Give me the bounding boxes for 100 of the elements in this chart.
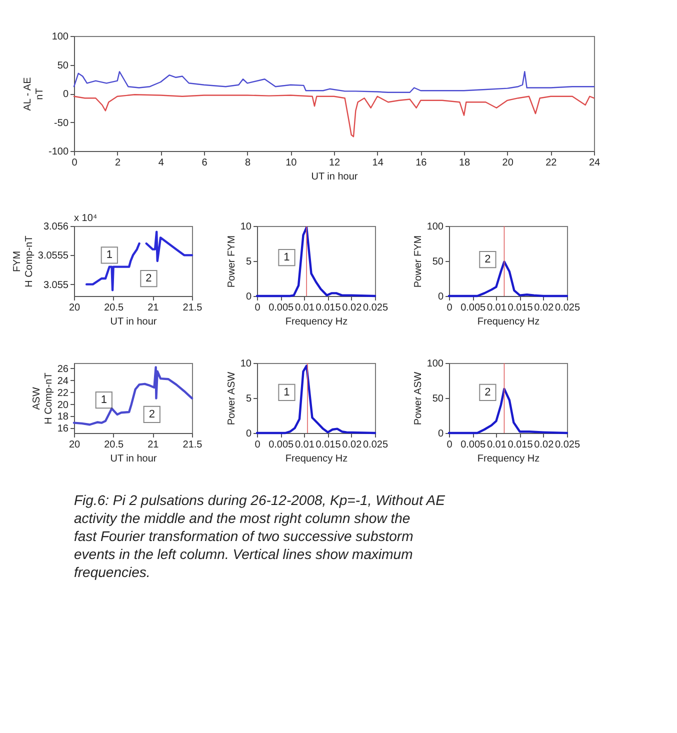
x-tick-label: 0 bbox=[446, 302, 453, 314]
x-tick-label: 0.02 bbox=[342, 440, 362, 450]
y-tick-label: 3.055 bbox=[43, 280, 69, 291]
line-series bbox=[73, 94, 595, 138]
y-tick-label: -100 bbox=[48, 146, 69, 158]
x-tick-label: 0.015 bbox=[508, 302, 534, 314]
y-tick-label: 50 bbox=[432, 256, 444, 268]
x-tick-label: 20.5 bbox=[104, 302, 124, 314]
x-axis-title: Frequency Hz bbox=[285, 454, 348, 464]
x-tick-label: 0.025 bbox=[554, 440, 580, 450]
annotation: 1 bbox=[106, 249, 112, 262]
y-tick-label: 20 bbox=[57, 400, 69, 411]
y-tick-label: 22 bbox=[57, 388, 69, 399]
x-axis-title: Frequency Hz bbox=[477, 316, 540, 328]
annotation: 1 bbox=[284, 252, 290, 264]
x-tick-label: 0.02 bbox=[534, 302, 554, 314]
x-tick-label: 21.5 bbox=[182, 440, 203, 450]
x-tick-label: 0.025 bbox=[554, 302, 580, 314]
annotation: 2 bbox=[148, 408, 155, 420]
x-tick-label: 16 bbox=[416, 158, 428, 168]
y-tick-label: 10 bbox=[240, 358, 252, 370]
annotation: 2 bbox=[484, 386, 491, 398]
x-tick-label: 0.01 bbox=[486, 440, 507, 450]
x-tick-label: 4 bbox=[158, 158, 164, 168]
x-tick-label: 0.01 bbox=[294, 302, 315, 314]
x-axis-title: UT in hour bbox=[311, 172, 358, 182]
y-axis-title: Power FYM bbox=[412, 235, 424, 288]
x-tick-label: 21.5 bbox=[182, 302, 203, 314]
x-tick-label: 20 bbox=[502, 158, 514, 168]
annotation: 2 bbox=[146, 272, 152, 284]
annotation: 1 bbox=[284, 386, 290, 398]
x-tick-label: 0.025 bbox=[362, 302, 388, 314]
x-tick-label: 21 bbox=[148, 440, 160, 450]
x-tick-label: 14 bbox=[372, 158, 384, 168]
y-tick-label: 0 bbox=[246, 428, 252, 440]
x-tick-label: 0 bbox=[446, 440, 453, 450]
y-tick-label: 5 bbox=[246, 394, 252, 404]
y-tick-label: 0 bbox=[246, 292, 252, 302]
x-tick-label: 0 bbox=[72, 158, 78, 168]
text: x 10⁴ bbox=[74, 213, 98, 224]
x-tick-label: 8 bbox=[245, 158, 252, 168]
y-tick-label: 3.0555 bbox=[38, 250, 69, 262]
x-tick-label: 20 bbox=[68, 440, 80, 450]
x-tick-label: 20 bbox=[68, 302, 80, 314]
x-tick-label: 0.015 bbox=[508, 440, 534, 450]
x-tick-label: 0.02 bbox=[342, 302, 362, 314]
x-tick-label: 0.005 bbox=[460, 440, 486, 450]
x-tick-label: 0.005 bbox=[460, 302, 486, 314]
caption: Fig.6: Pi 2 pulsations during 26-12-2008, Kp=-1, Without AE activity the middle and the most right column show the fast Fourier transformation of two successive substorm events in the left column. Vertical lines show maximum frequencies. bbox=[74, 492, 446, 580]
annotation: 2 bbox=[484, 254, 491, 266]
x-tick-label: 0.005 bbox=[268, 440, 294, 450]
y-axis-title: Power ASW bbox=[412, 371, 424, 426]
x-tick-label: 18 bbox=[458, 158, 470, 168]
x-tick-label: 0.005 bbox=[268, 302, 294, 314]
y-tick-label: 50 bbox=[432, 394, 444, 404]
line-series bbox=[256, 364, 376, 434]
y-tick-label: 0 bbox=[62, 89, 69, 100]
x-axis-title: Frequency Hz bbox=[285, 316, 348, 328]
y-axis-title: Power ASW bbox=[226, 371, 238, 426]
y-tick-label: 24 bbox=[57, 376, 69, 387]
y-tick-label: 50 bbox=[57, 60, 69, 72]
x-tick-label: 21 bbox=[148, 302, 160, 314]
y-tick-label: 3.056 bbox=[43, 222, 69, 232]
x-tick-label: 0 bbox=[254, 302, 261, 314]
y-tick-label: 16 bbox=[57, 424, 69, 435]
x-tick-label: 0.01 bbox=[486, 302, 507, 314]
y-tick-label: 0 bbox=[438, 292, 444, 302]
y-axis-title: FYM H Comp-nT bbox=[12, 236, 35, 288]
x-tick-label: 10 bbox=[286, 158, 298, 168]
x-tick-label: 24 bbox=[588, 158, 600, 168]
x-tick-label: 20.5 bbox=[104, 440, 124, 450]
x-axis-title: UT in hour bbox=[110, 454, 158, 464]
x-tick-label: 0.025 bbox=[362, 440, 388, 450]
y-tick-label: 18 bbox=[57, 412, 69, 423]
y-tick-label: 26 bbox=[57, 364, 69, 375]
x-tick-label: 2 bbox=[115, 158, 122, 168]
x-axis-title: Frequency Hz bbox=[477, 454, 540, 464]
annotation: 1 bbox=[100, 394, 107, 406]
line-series bbox=[72, 366, 194, 426]
line-series bbox=[256, 226, 376, 298]
y-tick-label: 100 bbox=[52, 32, 69, 42]
x-tick-label: 12 bbox=[328, 158, 340, 168]
y-tick-label: -50 bbox=[54, 118, 69, 129]
line-series bbox=[73, 71, 595, 93]
x-tick-label: 0 bbox=[254, 440, 261, 450]
x-axis-title: UT in hour bbox=[110, 316, 158, 328]
y-axis-title: Power FYM bbox=[226, 235, 238, 288]
y-tick-label: 0 bbox=[438, 428, 444, 440]
y-tick-label: 5 bbox=[246, 256, 252, 268]
x-tick-label: 0.015 bbox=[316, 440, 342, 450]
x-tick-label: 6 bbox=[202, 158, 208, 168]
y-tick-label: 10 bbox=[240, 222, 252, 232]
x-tick-label: 0.02 bbox=[534, 440, 554, 450]
x-tick-label: 0.015 bbox=[316, 302, 342, 314]
x-tick-label: 0.01 bbox=[294, 440, 315, 450]
y-axis-title: ASW H Comp-nT bbox=[31, 372, 54, 424]
x-tick-label: 22 bbox=[546, 158, 558, 168]
y-tick-label: 100 bbox=[426, 222, 444, 232]
y-axis-title: AL - AE nT bbox=[22, 76, 46, 111]
y-tick-label: 100 bbox=[426, 358, 444, 370]
